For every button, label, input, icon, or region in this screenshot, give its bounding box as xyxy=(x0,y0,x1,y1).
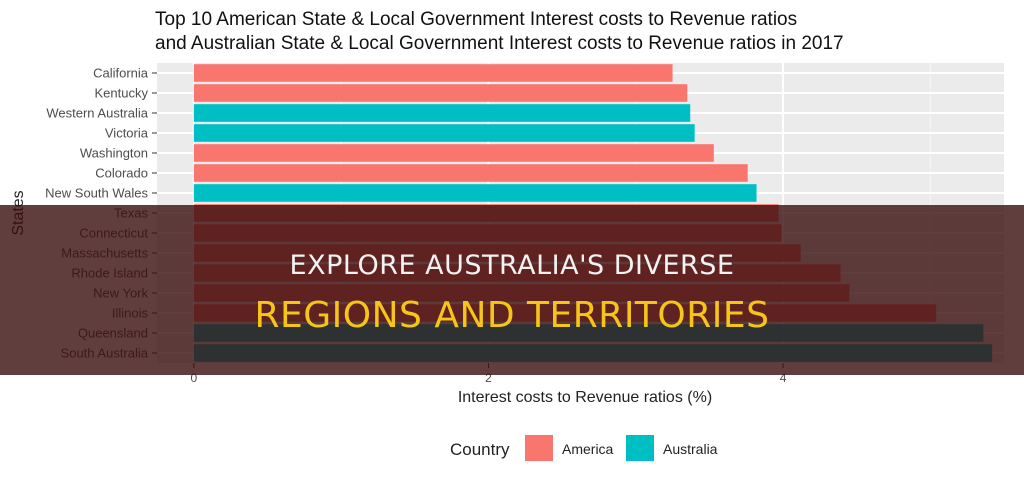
legend: Country America Australia xyxy=(450,435,718,461)
bar xyxy=(193,104,691,122)
legend-label-australia: Australia xyxy=(663,441,718,457)
banner-line-2: REGIONS AND TERRITORIES xyxy=(254,295,770,336)
y-tick-label: Western Australia xyxy=(46,106,148,121)
banner-overlay xyxy=(0,205,1024,375)
y-tick-label: Washington xyxy=(80,146,148,161)
x-axis-label: Interest costs to Revenue ratios (%) xyxy=(458,389,712,406)
y-tick-label: Kentucky xyxy=(95,86,149,101)
legend-swatch-america xyxy=(525,435,553,461)
y-tick-label: Colorado xyxy=(95,166,148,181)
y-tick-label: California xyxy=(93,66,149,81)
legend-title: Country xyxy=(450,440,510,459)
x-tick-label: 4 xyxy=(780,371,787,385)
x-tick-label: 0 xyxy=(190,371,197,385)
chart-title-line-1: Top 10 American State & Local Government… xyxy=(155,9,797,30)
bar xyxy=(193,124,695,142)
bar xyxy=(193,144,714,162)
chart-title-line-2: and Australian State & Local Government … xyxy=(155,33,844,54)
bar xyxy=(193,164,748,182)
y-tick-label: Victoria xyxy=(105,126,149,141)
x-tick-label: 2 xyxy=(485,371,492,385)
bar xyxy=(193,84,688,102)
legend-swatch-australia xyxy=(626,435,654,461)
legend-label-america: America xyxy=(562,441,614,457)
bar xyxy=(193,184,757,202)
bar xyxy=(193,64,673,82)
y-tick-label: New South Wales xyxy=(45,186,148,201)
banner-line-1: EXPLORE AUSTRALIA'S DIVERSE xyxy=(289,250,735,281)
